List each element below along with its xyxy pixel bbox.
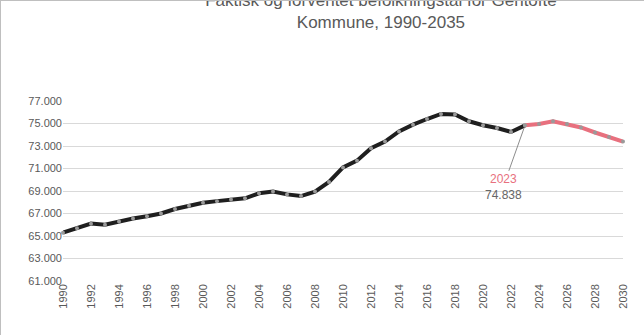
svg-text:77.000: 77.000 — [28, 95, 62, 107]
svg-text:2018: 2018 — [449, 284, 461, 308]
svg-text:2006: 2006 — [281, 284, 293, 308]
svg-text:71.000: 71.000 — [28, 162, 62, 174]
svg-text:2004: 2004 — [253, 284, 265, 308]
svg-text:75.000: 75.000 — [28, 117, 62, 129]
svg-text:2014: 2014 — [393, 284, 405, 308]
svg-text:1990: 1990 — [57, 284, 69, 308]
svg-text:2024: 2024 — [533, 284, 545, 308]
svg-text:73.000: 73.000 — [28, 140, 62, 152]
svg-text:Faktisk og forventet befolknin: Faktisk og forventet befolkningstal for … — [205, 1, 557, 32]
svg-text:2000: 2000 — [197, 284, 209, 308]
svg-text:2012: 2012 — [365, 284, 377, 308]
svg-text:69.000: 69.000 — [28, 185, 62, 197]
svg-text:1992: 1992 — [85, 284, 97, 308]
svg-text:2020: 2020 — [477, 284, 489, 308]
svg-text:2002: 2002 — [225, 284, 237, 308]
svg-text:2016: 2016 — [421, 284, 433, 308]
svg-text:61.000: 61.000 — [28, 275, 62, 287]
svg-text:202374.838: 202374.838 — [485, 172, 522, 202]
svg-text:1998: 1998 — [169, 284, 181, 308]
svg-text:63.000: 63.000 — [28, 252, 62, 264]
svg-text:2030: 2030 — [617, 284, 629, 308]
svg-text:2008: 2008 — [309, 284, 321, 308]
svg-text:2028: 2028 — [589, 284, 601, 308]
svg-text:1996: 1996 — [141, 284, 153, 308]
svg-text:2010: 2010 — [337, 284, 349, 308]
svg-text:1994: 1994 — [113, 284, 125, 308]
svg-text:67.000: 67.000 — [28, 207, 62, 219]
svg-text:65.000: 65.000 — [28, 230, 62, 242]
svg-text:2026: 2026 — [561, 284, 573, 308]
svg-text:2022: 2022 — [505, 284, 517, 308]
